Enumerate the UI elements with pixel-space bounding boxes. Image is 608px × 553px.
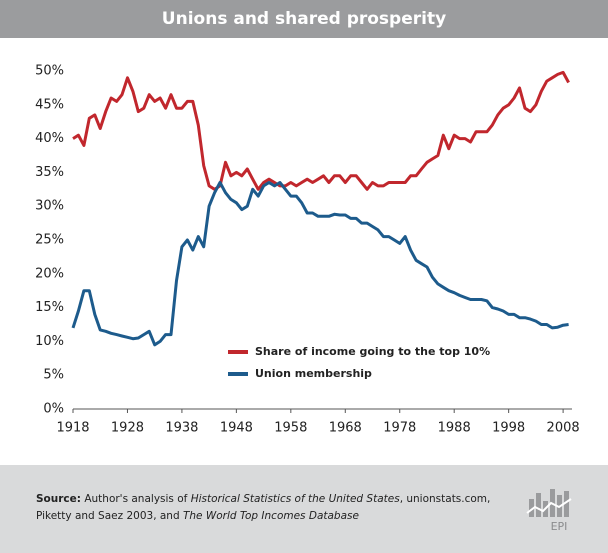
x-tick-label: 1978 [383, 421, 416, 436]
footer: Source: Author's analysis of Historical … [0, 465, 608, 553]
x-tick-label: 2008 [547, 421, 580, 436]
x-tick-label: 1968 [329, 421, 362, 436]
y-tick-label: 50% [35, 64, 64, 79]
source-text: Author's analysis of [84, 493, 191, 505]
logo-bars [529, 489, 569, 517]
x-tick-label: 1948 [220, 421, 253, 436]
legend-label: Share of income going to the top 10% [255, 345, 490, 358]
y-tick-label: 10% [35, 334, 64, 349]
x-tick-label: 1918 [56, 421, 89, 436]
y-tick-label: 20% [35, 266, 64, 281]
x-tick-label: 1938 [165, 421, 198, 436]
source-text: Historical Statistics of the United Stat… [190, 493, 400, 505]
y-tick-label: 40% [35, 131, 64, 146]
x-tick-label: 1988 [438, 421, 471, 436]
x-tick-label: 1998 [492, 421, 525, 436]
source-text: The World Top Incomes Database [182, 510, 359, 522]
chart: 0% 5% 10% 15% 20% 25% 30% 35% 40% 45% 50% 1918 1928 1… [35, 64, 580, 436]
chart-title: Unions and shared prosperity [0, 0, 608, 38]
logo-line [526, 498, 572, 514]
y-tick-label: 5% [43, 368, 64, 383]
logo-text: EPI [551, 520, 568, 533]
source-text: , unionstats.com, Piketty and Saez 2003,… [36, 493, 491, 522]
y-tick-label: 35% [35, 165, 64, 180]
y-tick-label: 30% [35, 199, 64, 214]
logo: EPI [526, 489, 572, 533]
series-line [71, 181, 569, 347]
y-tick-label: 15% [35, 300, 64, 315]
x-tick-label: 1928 [111, 421, 144, 436]
x-tick-label: 1958 [274, 421, 307, 436]
y-tick-label: 0% [43, 402, 64, 417]
source-label: Source: [36, 493, 81, 505]
y-tick-label: 45% [35, 97, 64, 112]
legend-label: Union membership [255, 367, 372, 380]
source-note: Source: Author's analysis of Historical … [36, 491, 506, 525]
series-line [72, 70, 570, 191]
y-tick-label: 25% [35, 233, 64, 248]
